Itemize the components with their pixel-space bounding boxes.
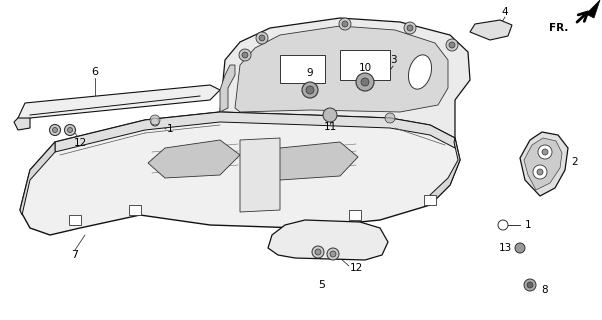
Circle shape	[446, 39, 458, 51]
Text: 4: 4	[501, 7, 508, 17]
Text: 10: 10	[358, 63, 371, 73]
Circle shape	[239, 49, 251, 61]
Circle shape	[52, 127, 58, 132]
Circle shape	[323, 108, 337, 122]
Ellipse shape	[408, 55, 432, 89]
Circle shape	[385, 113, 395, 123]
Text: 12: 12	[73, 138, 87, 148]
Text: 7: 7	[72, 250, 79, 260]
Bar	[129, 205, 141, 215]
Polygon shape	[55, 112, 455, 152]
Text: 1: 1	[167, 124, 173, 134]
Polygon shape	[220, 65, 235, 112]
Circle shape	[404, 22, 416, 34]
Circle shape	[67, 127, 72, 132]
Circle shape	[542, 149, 548, 155]
Circle shape	[256, 32, 268, 44]
Circle shape	[259, 35, 265, 41]
Polygon shape	[235, 26, 448, 112]
Circle shape	[315, 249, 321, 255]
Text: 12: 12	[350, 263, 363, 273]
Circle shape	[312, 246, 324, 258]
Circle shape	[515, 243, 525, 253]
Circle shape	[330, 251, 336, 257]
Circle shape	[306, 86, 314, 94]
Polygon shape	[148, 140, 240, 178]
Bar	[340, 50, 390, 80]
Circle shape	[327, 248, 339, 260]
Circle shape	[533, 165, 547, 179]
Text: 11: 11	[323, 122, 337, 132]
Circle shape	[407, 25, 413, 31]
Circle shape	[151, 118, 159, 126]
Polygon shape	[268, 220, 388, 260]
Polygon shape	[220, 18, 470, 138]
Polygon shape	[263, 142, 358, 180]
Text: 8: 8	[541, 285, 548, 295]
Polygon shape	[20, 112, 460, 235]
Circle shape	[537, 169, 543, 175]
Bar	[349, 210, 361, 220]
Circle shape	[361, 78, 369, 86]
Circle shape	[49, 124, 60, 135]
Circle shape	[339, 18, 351, 30]
Bar	[280, 55, 325, 83]
Circle shape	[242, 52, 248, 58]
Polygon shape	[520, 132, 568, 196]
Polygon shape	[470, 20, 512, 40]
Circle shape	[342, 21, 348, 27]
Circle shape	[302, 82, 318, 98]
Polygon shape	[524, 138, 562, 190]
Bar	[69, 215, 81, 225]
Polygon shape	[586, 0, 600, 18]
Circle shape	[64, 124, 75, 135]
Polygon shape	[14, 118, 30, 130]
Circle shape	[524, 279, 536, 291]
Text: FR.: FR.	[548, 23, 568, 33]
Polygon shape	[18, 85, 220, 127]
Circle shape	[449, 42, 455, 48]
Text: 1: 1	[525, 220, 532, 230]
Polygon shape	[430, 138, 460, 205]
Text: 6: 6	[92, 67, 99, 77]
Circle shape	[356, 73, 374, 91]
Text: 13: 13	[498, 243, 512, 253]
Text: 5: 5	[318, 280, 326, 290]
Circle shape	[150, 115, 160, 125]
Bar	[424, 195, 436, 205]
Text: 3: 3	[389, 55, 396, 65]
Text: 9: 9	[306, 68, 313, 78]
Circle shape	[538, 145, 552, 159]
Text: 2: 2	[572, 157, 579, 167]
Circle shape	[527, 282, 533, 288]
Circle shape	[498, 220, 508, 230]
Polygon shape	[20, 142, 55, 215]
Polygon shape	[240, 138, 280, 212]
